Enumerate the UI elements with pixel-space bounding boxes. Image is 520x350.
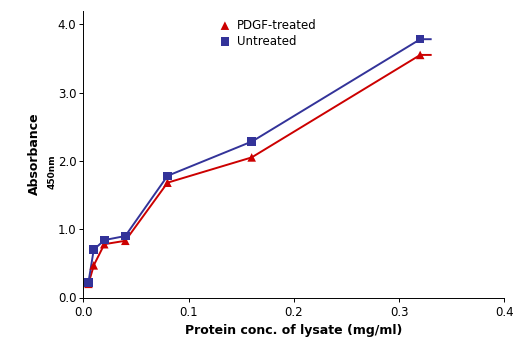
Text: Absorbance: Absorbance bbox=[28, 113, 41, 195]
Untreated bbox=[100, 237, 109, 243]
Untreated bbox=[416, 36, 424, 42]
Untreated bbox=[89, 247, 98, 252]
PDGF-treated bbox=[416, 52, 424, 58]
X-axis label: Protein conc. of lysate (mg/ml): Protein conc. of lysate (mg/ml) bbox=[185, 324, 402, 337]
PDGF-treated bbox=[248, 155, 256, 160]
PDGF-treated bbox=[100, 241, 109, 247]
PDGF-treated bbox=[121, 238, 129, 244]
Untreated bbox=[121, 233, 129, 239]
Text: 450nm: 450nm bbox=[47, 154, 56, 189]
PDGF-treated bbox=[89, 262, 98, 268]
Untreated bbox=[248, 139, 256, 145]
PDGF-treated bbox=[163, 180, 172, 186]
Untreated bbox=[84, 280, 93, 285]
PDGF-treated bbox=[84, 281, 93, 287]
Untreated bbox=[163, 173, 172, 178]
Legend: PDGF-treated, Untreated: PDGF-treated, Untreated bbox=[215, 16, 319, 50]
